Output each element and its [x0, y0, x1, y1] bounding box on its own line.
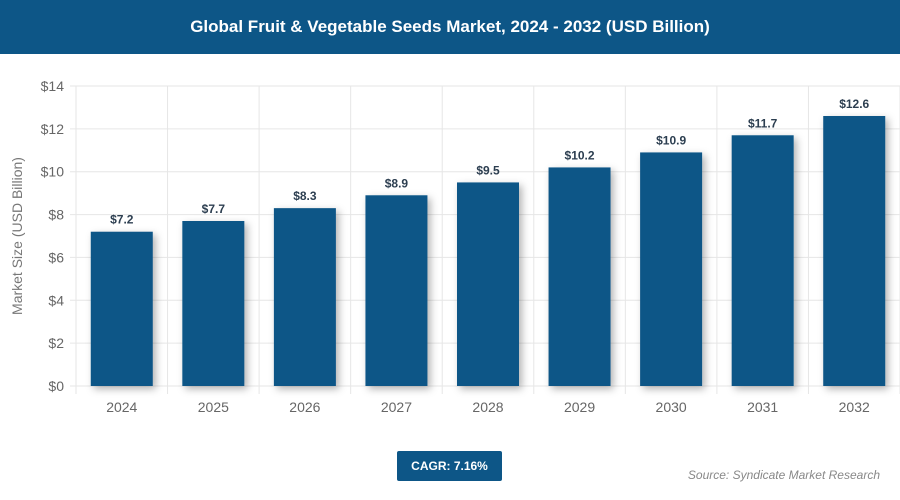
y-tick-label: $4 — [48, 292, 64, 308]
y-tick-label: $14 — [41, 78, 65, 94]
data-label: $7.7 — [202, 202, 226, 216]
data-label: $8.3 — [293, 189, 317, 203]
x-tick-label: 2025 — [198, 399, 229, 415]
data-label: $11.7 — [748, 116, 778, 130]
bar-2026 — [273, 208, 336, 386]
data-label: $8.9 — [385, 176, 409, 190]
x-tick-label: 2026 — [289, 399, 320, 415]
source-note: Source: Syndicate Market Research — [687, 468, 880, 482]
chart-title: Global Fruit & Vegetable Seeds Market, 2… — [0, 0, 900, 54]
y-tick-label: $8 — [48, 207, 64, 223]
x-tick-label: 2027 — [381, 399, 412, 415]
y-tick-label: $0 — [48, 378, 64, 394]
bar-2030 — [640, 152, 703, 386]
x-tick-label: 2029 — [564, 399, 595, 415]
y-tick-label: $10 — [41, 164, 65, 180]
bar-2024 — [90, 231, 153, 386]
x-tick-label: 2028 — [472, 399, 503, 415]
bar-2025 — [182, 221, 245, 386]
bar-2028 — [457, 182, 519, 386]
x-tick-label: 2024 — [106, 399, 137, 415]
data-label: $10.2 — [565, 148, 595, 162]
data-label: $7.2 — [110, 213, 134, 227]
bar-2027 — [365, 195, 428, 386]
y-axis-label: Market Size (USD Billion) — [9, 157, 25, 315]
bar-2031 — [731, 135, 794, 386]
cagr-badge: CAGR: 7.16% — [397, 451, 502, 481]
x-tick-label: 2031 — [747, 399, 778, 415]
y-tick-label: $6 — [48, 249, 64, 265]
data-label: $10.9 — [656, 133, 686, 147]
x-tick-label: 2032 — [839, 399, 870, 415]
bar-2032 — [823, 116, 886, 386]
data-label: $12.6 — [839, 97, 869, 111]
bar-2029 — [548, 167, 611, 386]
y-tick-label: $12 — [41, 121, 65, 137]
data-label: $9.5 — [476, 163, 500, 177]
x-tick-label: 2030 — [656, 399, 687, 415]
y-tick-label: $2 — [48, 335, 64, 351]
